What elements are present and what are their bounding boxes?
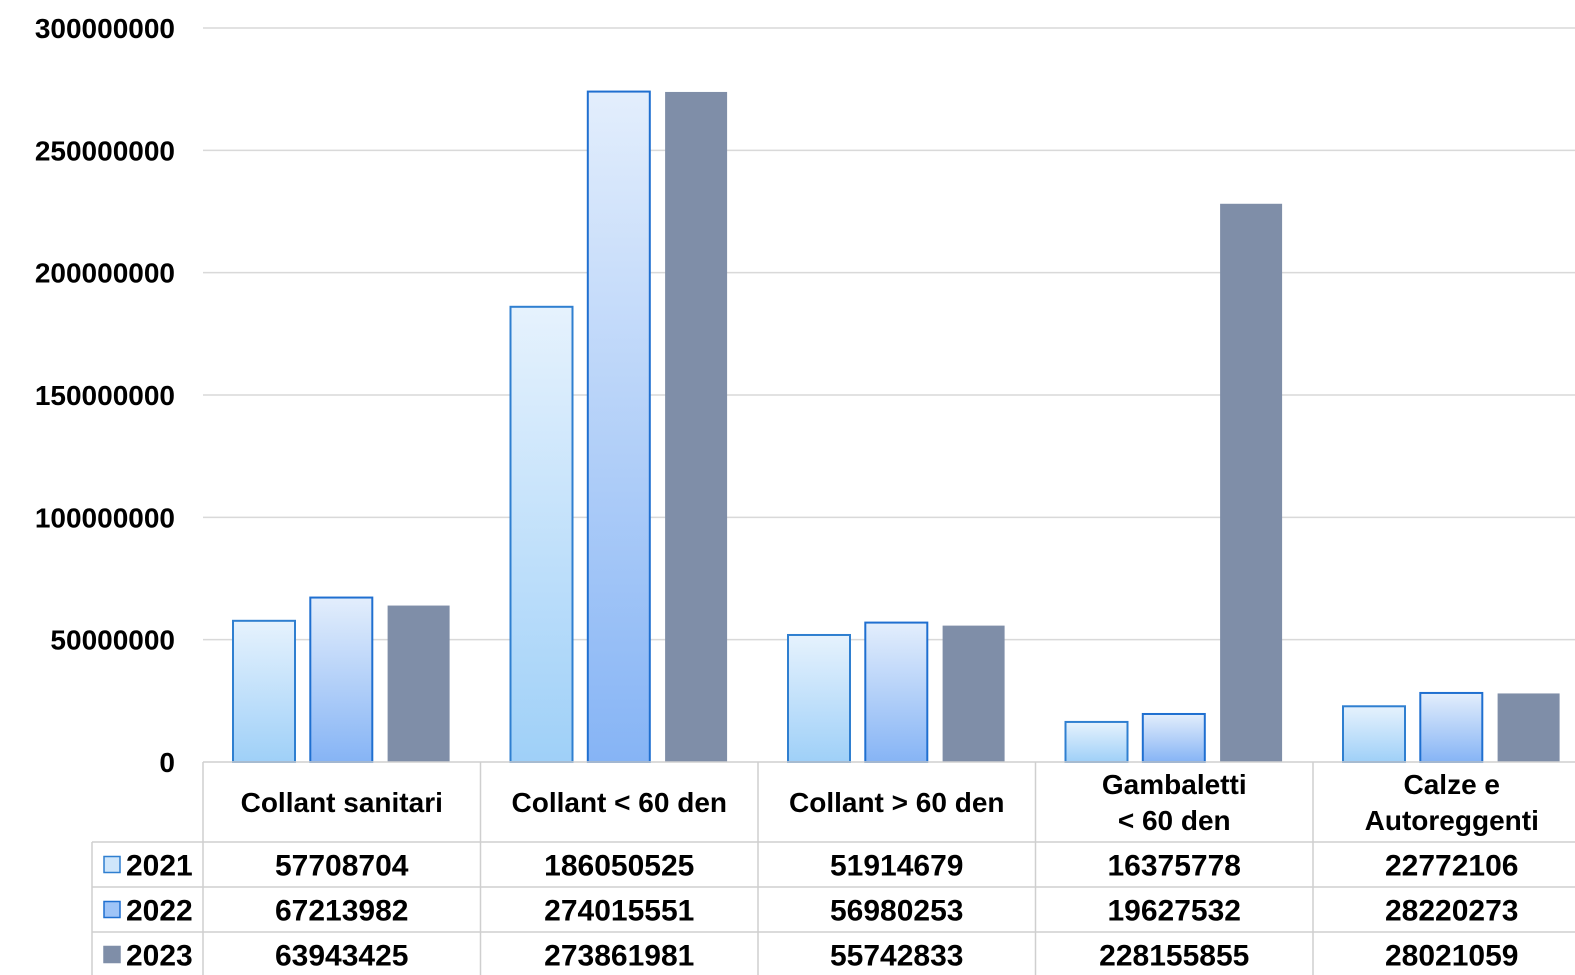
bar-2021-0 [232,619,296,763]
y-tick-label: 50000000 [50,625,175,656]
y-axis-ticks: 0 50000000 100000000 150000000 200000000 2500… [35,13,175,778]
y-tick-label: 0 [159,747,175,778]
bar-2022-3 [1141,712,1206,763]
category-label: Gambaletti < 60 den [1102,769,1247,836]
legend-label: 2023 [126,940,193,973]
bar-2022-1 [586,90,651,764]
table-cell-value: 22772106 [1385,850,1518,883]
bar-2023-4 [1497,693,1560,762]
table-cell-value: 16375778 [1108,850,1241,883]
table-cell-value: 273861981 [544,940,694,973]
legend-key-2021 [103,855,121,874]
table-cell-value: 55742833 [830,940,963,973]
bar-2021-2 [787,633,851,763]
table-cell-value: 186050525 [544,850,694,883]
bar-2021-1 [509,305,574,763]
data-table: Collant sanitari Collant < 60 den Collant … [91,761,1575,975]
bar-2022-0 [309,596,374,764]
bars [232,90,1560,764]
table-cell-value: 56980253 [830,895,963,928]
y-tick-label: 200000000 [35,258,175,289]
category-label: Collant sanitari [241,787,443,818]
bar-2023-0 [387,605,450,762]
bar-2021-4 [1342,705,1406,763]
legend-label: 2022 [126,895,193,928]
bar-2023-3 [1220,203,1283,762]
category-label: Collant < 60 den [512,787,728,818]
table-cell-value: 57708704 [275,850,409,883]
y-tick-label: 150000000 [35,380,175,411]
table-cell-value: 28220273 [1385,895,1518,928]
table-cell-value: 51914679 [830,850,963,883]
table-cell-value: 67213982 [275,895,408,928]
legend-key-2022 [103,900,121,919]
y-tick-label: 100000000 [35,502,175,533]
y-tick-label: 300000000 [35,13,175,44]
table-cell-value: 274015551 [544,895,694,928]
table-cell-value: 63943425 [275,940,408,973]
legend-label: 2021 [126,850,193,883]
y-tick-label: 250000000 [35,135,175,166]
bar-2022-2 [864,621,929,763]
bar-2023-1 [665,91,728,762]
category-label: Calze e Autoreggenti [1365,769,1539,836]
table-cell-value: 28021059 [1385,940,1518,973]
table-cell-value: 19627532 [1108,895,1241,928]
bar-2022-4 [1419,691,1484,764]
table-cell-value: 228155855 [1099,940,1249,973]
legend-key-2023 [103,945,121,964]
bar-2021-3 [1064,720,1129,764]
bar-2023-2 [942,625,1005,762]
category-label: Collant > 60 den [789,787,1005,818]
gridlines [203,27,1575,641]
